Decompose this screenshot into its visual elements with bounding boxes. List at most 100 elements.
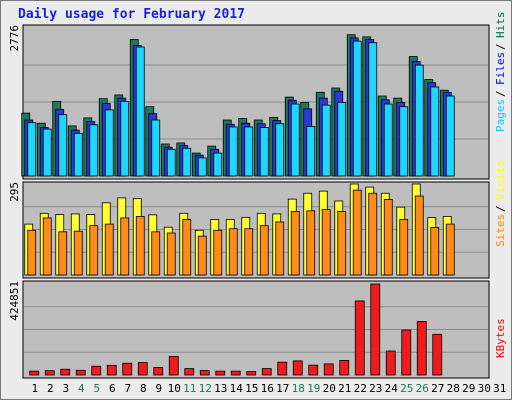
x-tick-label-day-8: 8	[140, 382, 147, 395]
kbytes-bar-kbytes-day-26	[416, 321, 427, 376]
x-tick-label-day-26: 26	[416, 382, 429, 395]
x-tick-label-day-18: 18	[292, 382, 305, 395]
visits-sites-bar-sites-day-14	[228, 228, 238, 276]
pages-files-hits-bar-pages-day-15	[244, 126, 254, 177]
visits-sites-bar-sites-day-18	[290, 211, 300, 276]
x-tick-label-day-21: 21	[338, 382, 351, 395]
pages-files-hits-bar-pages-day-9	[151, 119, 161, 177]
pages-files-hits-bar-pages-day-5	[89, 124, 99, 177]
visits-sites-bar-sites-day-17	[275, 221, 285, 276]
x-tick-label-day-28: 28	[447, 382, 460, 395]
pages-files-hits-bar-pages-day-16	[259, 127, 269, 177]
pages-files-hits-bar-pages-day-13	[213, 152, 223, 177]
x-tick-label-day-20: 20	[323, 382, 336, 395]
x-tick-label-day-10: 10	[168, 382, 181, 395]
x-tick-label-day-31: 31	[493, 382, 506, 395]
pages-files-hits-bar-pages-day-3	[58, 114, 68, 177]
x-tick-label-day-29: 29	[462, 382, 475, 395]
x-tick-label-day-12: 12	[199, 382, 212, 395]
x-tick-label-day-7: 7	[124, 382, 131, 395]
kbytes-bar-kbytes-day-25	[401, 329, 412, 376]
x-tick-label-day-24: 24	[385, 382, 399, 395]
kbytes-bar-kbytes-day-22	[354, 300, 365, 376]
pages-files-hits-bar-pages-day-14	[228, 126, 238, 177]
x-tick-label-day-16: 16	[261, 382, 274, 395]
visits-sites-bar-sites-day-21	[337, 211, 347, 276]
x-tick-label-day-23: 23	[369, 382, 382, 395]
pages-files-hits-legend-pages: Pages	[494, 99, 507, 132]
kbytes-bar-kbytes-day-17	[277, 361, 288, 376]
pages-files-hits-bar-pages-day-27	[430, 86, 440, 177]
kbytes-bar-kbytes-day-7	[122, 362, 133, 376]
kbytes-bar-kbytes-day-14	[230, 370, 241, 376]
pages-files-hits-bar-pages-day-28	[445, 95, 455, 177]
visits-sites-bar-sites-day-20	[321, 209, 331, 276]
visits-sites-legend-visits: Visits	[494, 160, 507, 200]
kbytes-bar-kbytes-day-20	[323, 363, 334, 376]
pages-files-hits-bar-pages-day-8	[135, 46, 145, 177]
visits-sites-bar-sites-day-9	[151, 231, 161, 276]
visits-sites-bar-sites-day-12	[197, 235, 207, 276]
kbytes-bar-kbytes-day-18	[292, 360, 303, 376]
x-tick-label-day-22: 22	[354, 382, 367, 395]
visits-sites-bar-sites-day-10	[166, 232, 176, 276]
visits-sites-bar-sites-day-13	[213, 229, 223, 276]
visits-sites-bar-sites-day-19	[306, 210, 316, 276]
kbytes-bar-kbytes-day-5	[91, 365, 102, 376]
kbytes-bar-kbytes-day-6	[106, 364, 117, 376]
pages-files-hits-legend-hits: Hits	[494, 12, 507, 39]
pages-files-hits-bar-pages-day-7	[120, 100, 130, 177]
pages-files-hits-bar-pages-day-1	[27, 122, 37, 177]
pages-files-hits-bar-pages-day-20	[321, 104, 331, 177]
x-tick-label-day-15: 15	[245, 382, 258, 395]
visits-sites-bar-sites-day-27	[430, 227, 440, 276]
pages-files-hits-legend-files: Files	[494, 52, 507, 85]
visits-sites-bar-sites-day-2	[42, 217, 52, 276]
pages-files-hits-bar-pages-day-25	[399, 106, 409, 177]
pages-files-hits-legend-separator: /	[494, 43, 507, 50]
pages-files-hits-bar-pages-day-24	[383, 103, 393, 177]
visits-sites-bar-sites-day-4	[73, 230, 83, 276]
x-tick-label-day-3: 3	[62, 382, 69, 395]
x-tick-label-day-2: 2	[47, 382, 54, 395]
kbytes-bar-kbytes-day-27	[432, 333, 443, 376]
kbytes-bar-kbytes-day-15	[246, 371, 257, 376]
visits-sites-bar-sites-day-15	[244, 228, 254, 276]
x-tick-label-day-19: 19	[307, 382, 320, 395]
kbytes-bar-kbytes-day-8	[137, 362, 148, 376]
pages-files-hits-bar-pages-day-17	[275, 123, 285, 177]
pages-files-hits-bar-pages-day-18	[290, 103, 300, 177]
kbytes-bar-kbytes-day-4	[75, 369, 86, 376]
kbytes-bar-kbytes-day-12	[199, 370, 210, 376]
pages-files-hits-bar-pages-day-2	[42, 128, 52, 177]
x-tick-label-day-30: 30	[478, 382, 491, 395]
kbytes-legend-kbytes: KBytes	[494, 318, 507, 358]
pages-files-hits-bar-pages-day-12	[197, 157, 207, 177]
x-tick-label-day-11: 11	[183, 382, 196, 395]
visits-sites-bar-sites-day-22	[352, 189, 362, 276]
kbytes-max-label: 424851	[8, 281, 21, 321]
pages-files-hits-bar-pages-day-21	[337, 102, 347, 177]
visits-sites-bar-sites-day-1	[27, 229, 37, 276]
visits-sites-bar-sites-day-5	[89, 225, 99, 276]
x-tick-label-day-14: 14	[230, 382, 244, 395]
visits-sites-legend-sites: Sites	[494, 214, 507, 247]
visits-sites-bar-sites-day-6	[104, 223, 114, 276]
pages-files-hits-bar-pages-day-4	[73, 132, 83, 177]
visits-sites-bar-sites-day-23	[368, 192, 378, 276]
x-tick-label-day-25: 25	[400, 382, 413, 395]
pages-files-hits-bar-pages-day-19	[306, 126, 316, 177]
pages-files-hits-bar-pages-day-10	[166, 148, 176, 177]
visits-sites-bar-sites-day-28	[445, 223, 455, 276]
kbytes-bar-kbytes-day-9	[153, 367, 164, 376]
visits-sites-bar-sites-day-16	[259, 225, 269, 276]
kbytes-bar-kbytes-day-19	[308, 364, 319, 376]
kbytes-bar-kbytes-day-16	[261, 368, 272, 376]
x-tick-label-day-4: 4	[78, 382, 85, 395]
pages-files-hits-bar-pages-day-22	[352, 40, 362, 177]
x-tick-label-day-13: 13	[214, 382, 227, 395]
kbytes-bar-kbytes-day-1	[29, 370, 40, 376]
visits-sites-bar-sites-day-8	[135, 215, 145, 276]
kbytes-bar-kbytes-day-3	[60, 368, 71, 376]
kbytes-bar-kbytes-day-23	[370, 283, 381, 376]
